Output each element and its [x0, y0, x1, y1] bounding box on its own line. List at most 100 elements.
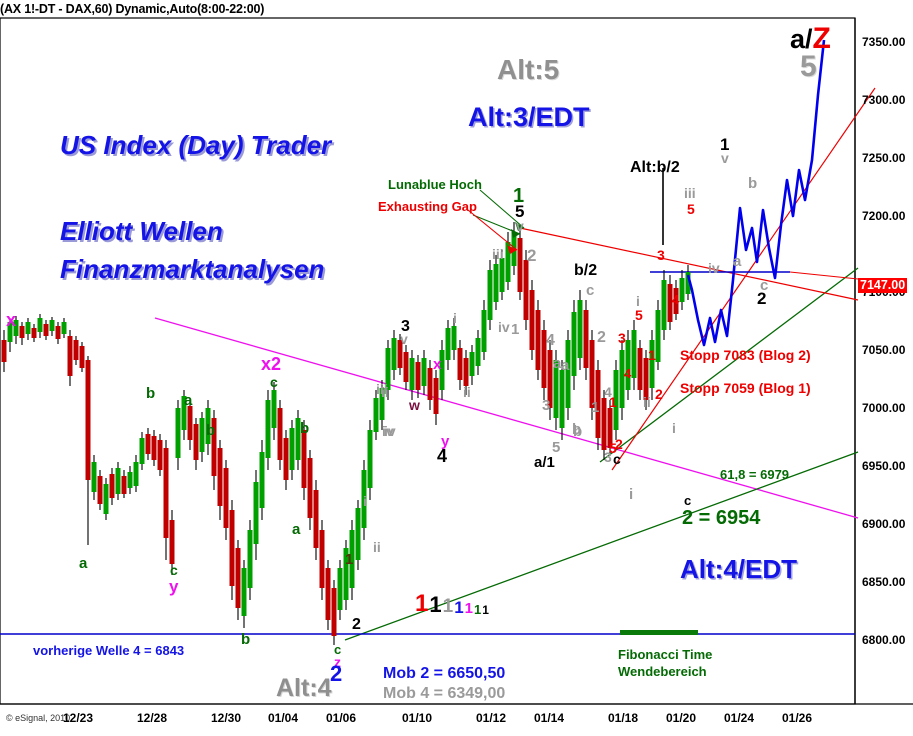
- date-tick-label: 12/28: [137, 711, 168, 725]
- wave-label: v: [516, 218, 524, 234]
- fib-618-label: 61,8 = 6979: [720, 467, 790, 482]
- wave-label: z: [334, 654, 341, 670]
- price-tick-label: 6950.00: [862, 459, 906, 473]
- wave-label: b: [241, 631, 251, 648]
- date-tick-label: 01/10: [402, 711, 433, 725]
- wave-label: b: [300, 420, 310, 437]
- wave-label: ii: [373, 539, 381, 555]
- lunablue-hoch-label: Lunablue Hoch: [388, 177, 482, 192]
- wave-label: iii: [376, 381, 388, 397]
- aZ-5-label: 5: [800, 50, 817, 83]
- wave-label: i: [453, 310, 457, 326]
- wave-one-marker: 1: [482, 603, 489, 617]
- wave-one-marker: 1: [474, 602, 482, 617]
- wave-label: a: [184, 392, 193, 409]
- stopp-blog2-label: Stopp 7083 (Blog 2): [680, 347, 811, 363]
- mob4-label: Mob 4 = 6349,00: [383, 685, 506, 702]
- wave-label: iii: [684, 185, 696, 201]
- wave-label: c: [334, 642, 342, 657]
- wave-label: 2: [597, 329, 606, 346]
- wave-label: y: [441, 433, 450, 450]
- wave-label: v: [721, 150, 729, 166]
- wave-label: b: [572, 421, 582, 438]
- wave-one-marker: 1: [429, 592, 442, 617]
- wave-label: 1: [648, 347, 656, 363]
- wave-label: iv: [384, 423, 396, 439]
- alt4-edt-label: Alt:4/EDT: [680, 554, 797, 584]
- wave-label: x: [433, 356, 442, 373]
- date-tick-label: 12/30: [211, 711, 242, 725]
- wave-one-marker: 1: [415, 590, 429, 617]
- wave-label: i: [672, 420, 676, 436]
- wave-label: i: [363, 493, 367, 509]
- date-tick-label: 12/23: [63, 711, 94, 725]
- branding-line-2: Elliott Wellen: [60, 216, 223, 246]
- wave-label: 3: [657, 247, 665, 263]
- wave-label: 4: [437, 446, 448, 466]
- date-tick-label: 01/06: [326, 711, 357, 725]
- branding-line-1: US Index (Day) Trader: [60, 130, 332, 160]
- wave-label: 3: [542, 397, 551, 414]
- wave-label: 3: [618, 330, 626, 346]
- wave-label: y: [169, 577, 179, 596]
- date-tick-label: 01/14: [534, 711, 565, 725]
- current-price-marker[interactable]: 7147.00: [858, 278, 908, 293]
- wave-label: ii: [643, 394, 651, 410]
- wave-label: 4: [672, 292, 680, 307]
- wave-label: ii: [381, 384, 389, 400]
- date-tick-label: 01/20: [666, 711, 697, 725]
- wave-one-marker: 1: [464, 600, 473, 617]
- c-target-label: c: [684, 493, 692, 508]
- wave-label: 2: [330, 661, 343, 686]
- price-tick-label: 7000.00: [862, 401, 906, 415]
- target-2-label: 2 = 6954: [682, 507, 761, 529]
- wave-label: b: [206, 422, 216, 439]
- wave-label: i: [629, 486, 634, 503]
- wave-label: a: [553, 355, 562, 372]
- wave-label: 4: [624, 366, 632, 381]
- price-tick-label: 6850.00: [862, 575, 906, 589]
- wave-label: a: [561, 357, 570, 374]
- wave-one-marker: 1: [442, 596, 454, 617]
- wave-label: a: [733, 253, 742, 270]
- wave-label: a: [292, 521, 301, 538]
- b2-label: b/2: [574, 262, 598, 279]
- alt4-label: Alt:4: [276, 674, 332, 702]
- wave-label: b: [146, 385, 156, 402]
- date-tick-label: 01/26: [782, 711, 813, 725]
- wave-label: 1: [591, 399, 600, 416]
- wave-label: iv: [382, 423, 394, 439]
- wave-label: 4: [546, 332, 555, 349]
- wave-label: 2: [527, 246, 537, 265]
- fibonacci-time-bar: [620, 630, 698, 635]
- a1-label: a/1: [534, 454, 555, 471]
- wave-label: c: [760, 277, 769, 294]
- exhausting-gap-label: Exhausting Gap: [378, 199, 477, 214]
- wave-label: 1: [720, 135, 730, 154]
- wave-label: c: [613, 451, 621, 467]
- date-tick-label: 01/04: [268, 711, 299, 725]
- wave-label: ii: [463, 384, 471, 400]
- wave-label: c: [586, 282, 595, 299]
- price-tick-label: 6800.00: [862, 633, 906, 647]
- price-tick-label: 6900.00: [862, 517, 906, 531]
- fibonacci-time-label: Fibonacci Time: [618, 647, 713, 662]
- stopp-blog1-label: Stopp 7059 (Blog 1): [680, 380, 811, 396]
- wave-label: 1: [609, 394, 617, 410]
- wave-label: iv: [708, 260, 720, 276]
- wave-label: x2: [261, 354, 282, 374]
- wave-label: 1: [511, 321, 520, 338]
- date-tick-label: 01/18: [608, 711, 639, 725]
- date-tick-label: 01/12: [476, 711, 507, 725]
- price-tick-label: 7250.00: [862, 151, 906, 165]
- wave-label: 1: [513, 185, 525, 207]
- aZ-z-label: Z: [812, 22, 831, 55]
- mob2-label: Mob 2 = 6650,50: [383, 665, 506, 682]
- vorherige-welle-label: vorherige Welle 4 = 6843: [33, 643, 185, 658]
- wave-label: i: [636, 293, 640, 309]
- wave-label: 1: [345, 551, 354, 568]
- wave-label: 5: [515, 202, 525, 221]
- wave-label: v: [400, 331, 408, 347]
